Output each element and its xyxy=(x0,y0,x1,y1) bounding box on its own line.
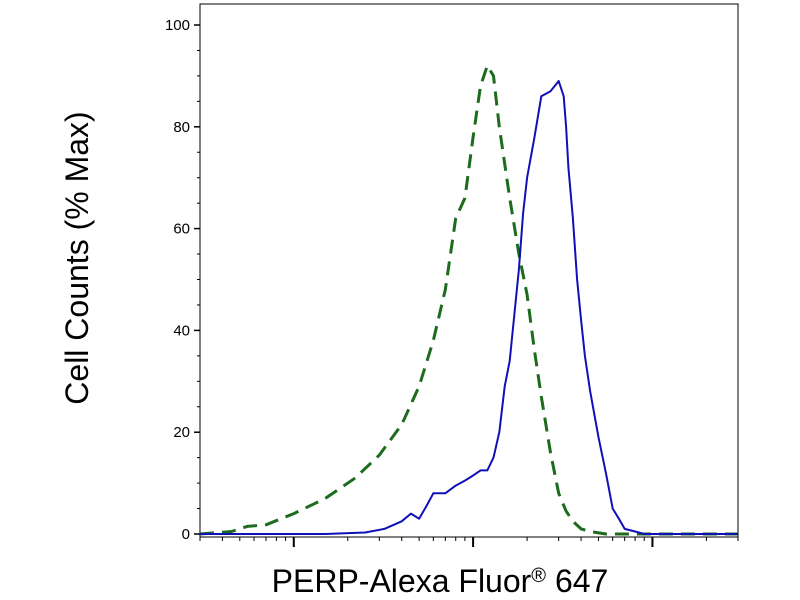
y-tick-label: 0 xyxy=(182,526,190,543)
x-axis-title-main: PERP-Alexa Fluor xyxy=(272,563,532,599)
dashed-series-line xyxy=(199,64,738,536)
y-tick-label: 100 xyxy=(165,17,190,34)
y-tick-label: 40 xyxy=(173,322,190,339)
y-tick-label: 60 xyxy=(173,221,190,238)
y-tick-label: 80 xyxy=(173,119,190,136)
y-axis: 0 20 40 60 80 100 xyxy=(165,17,200,543)
x-axis xyxy=(199,537,739,547)
x-axis-title-sup: ® xyxy=(531,565,546,587)
series-layer xyxy=(199,64,738,536)
y-axis-title: Cell Counts (% Max) xyxy=(59,111,95,404)
x-axis-title-suffix: 647 xyxy=(546,563,608,599)
plot-frame xyxy=(199,3,739,538)
x-axis-title: PERP-Alexa Fluor® 647 xyxy=(272,563,609,599)
y-tick-label: 20 xyxy=(173,424,190,441)
solid-series-line xyxy=(200,80,738,535)
